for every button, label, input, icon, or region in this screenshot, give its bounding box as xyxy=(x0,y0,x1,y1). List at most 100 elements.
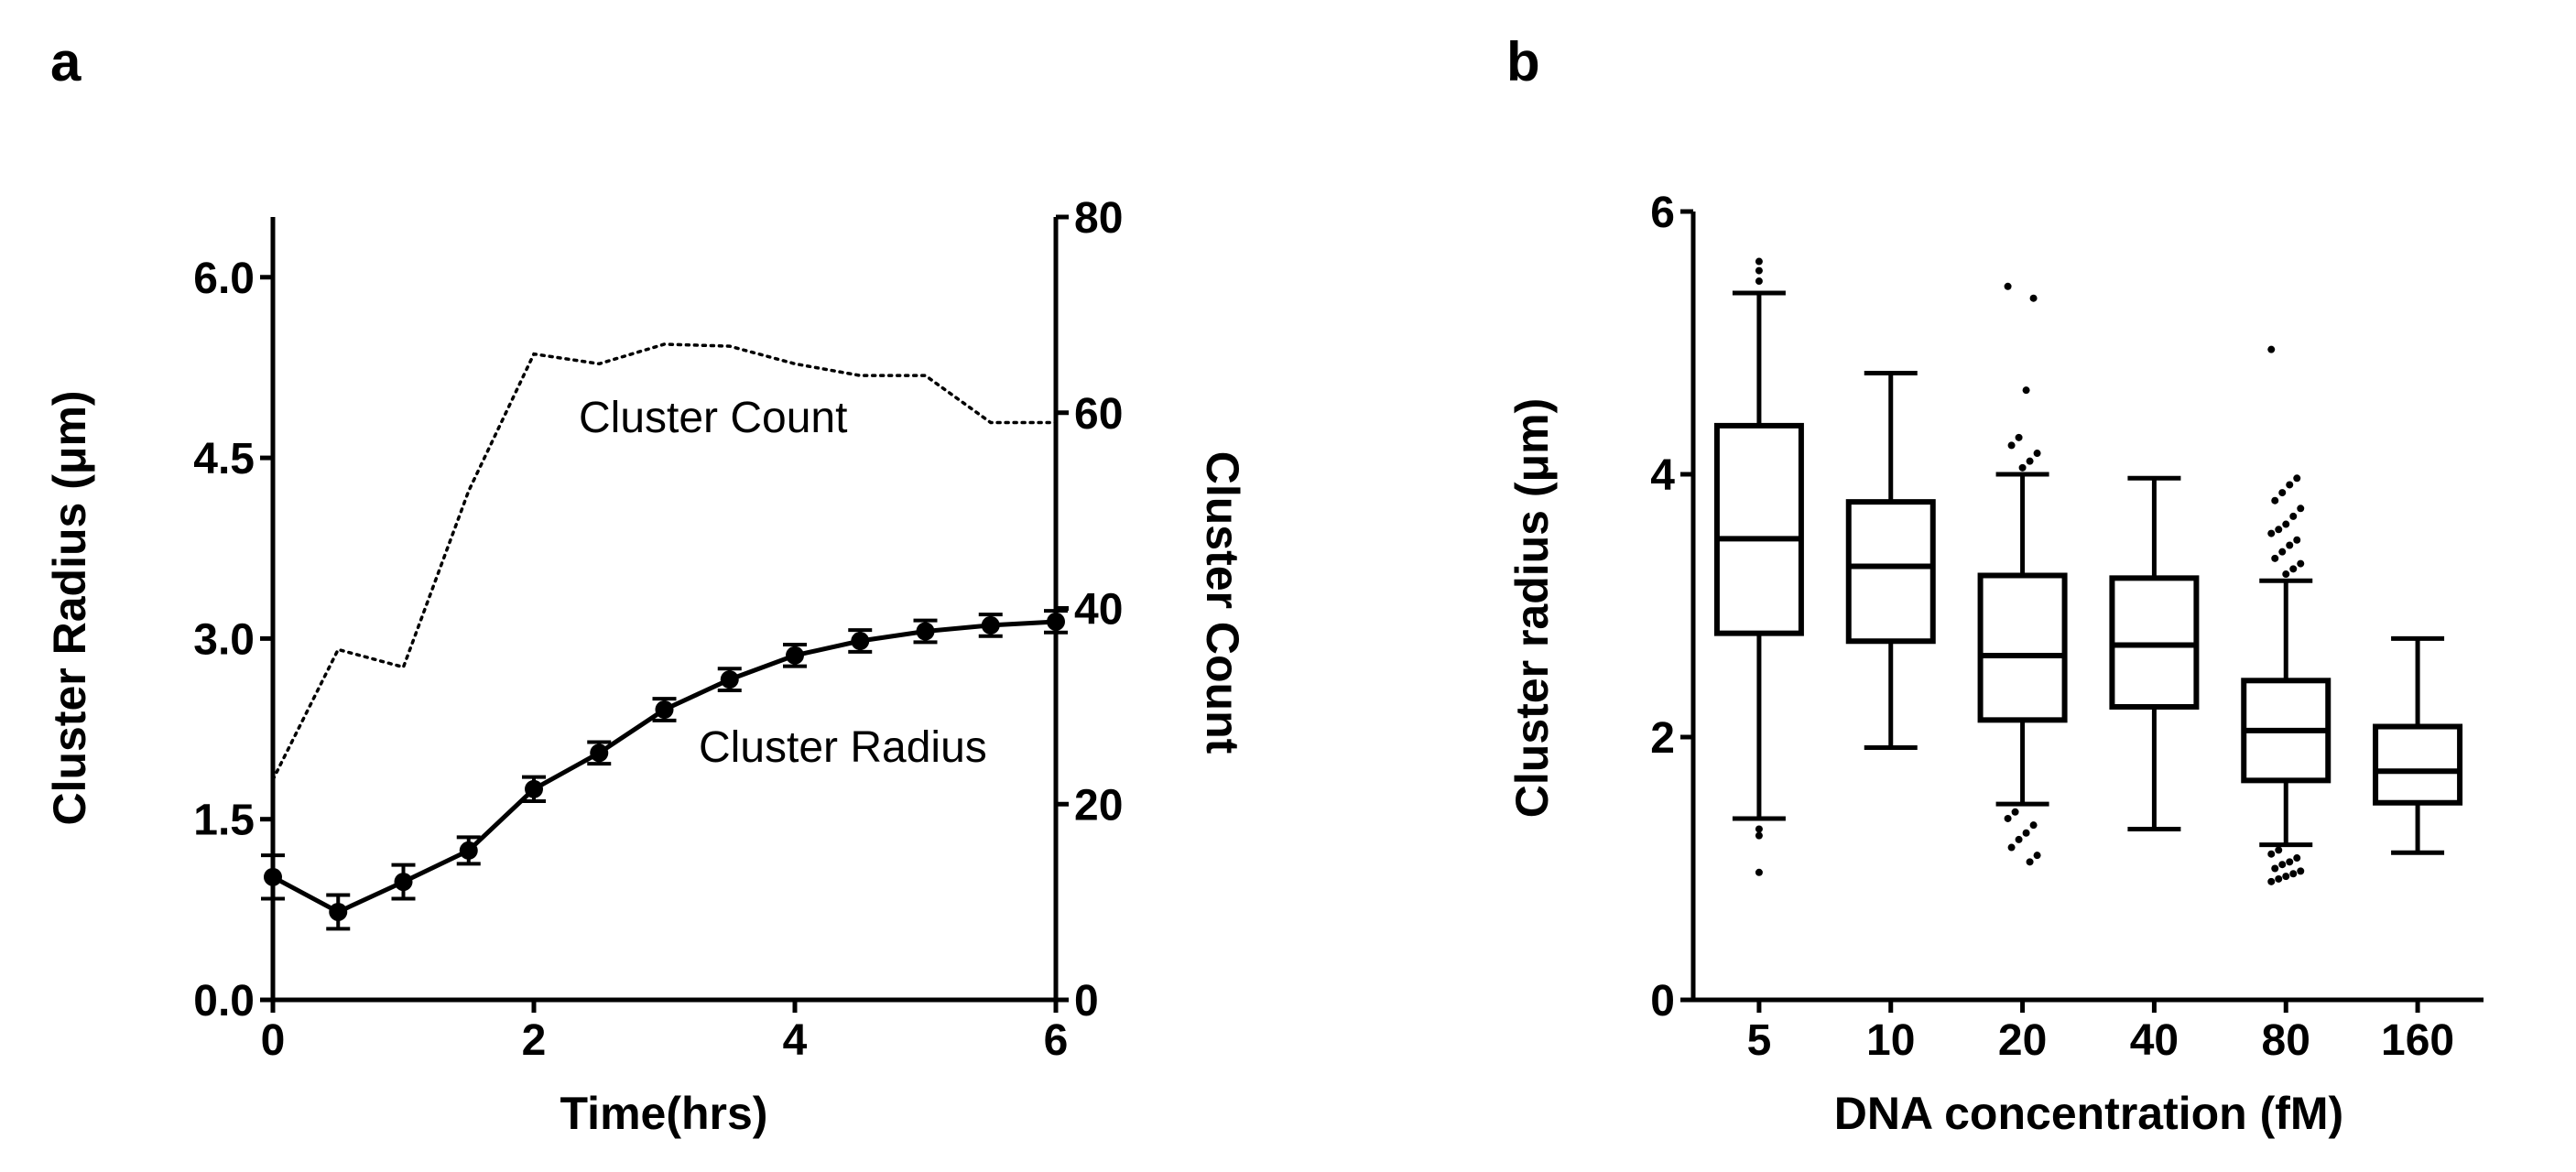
y-tick-label: 2 xyxy=(1650,714,1675,763)
y2-tick-label: 80 xyxy=(1074,194,1123,243)
outlier-point xyxy=(2004,814,2012,822)
outlier-point xyxy=(2271,554,2279,562)
outlier-point xyxy=(2286,541,2294,549)
cluster-radius-annotation: Cluster Radius xyxy=(699,723,987,772)
outlier-point xyxy=(2029,821,2038,830)
outlier-point xyxy=(2271,864,2279,873)
panel-a-line-chart: a 0.0 1.5 3.0 4.5 6.0 0 20 40 60 80 0 2 4 6 Time(hrs) C… xyxy=(44,31,1248,1139)
outlier-point xyxy=(2007,843,2016,852)
outlier-point xyxy=(2278,548,2287,556)
y-tick-label: 0.0 xyxy=(193,977,255,1026)
outlier-point xyxy=(2026,457,2034,465)
y2-tick-label: 0 xyxy=(1074,977,1099,1026)
outlier-point xyxy=(2293,536,2301,544)
y-tick-label: 6.0 xyxy=(193,255,255,303)
box-iqr xyxy=(1713,422,1804,636)
outlier-point xyxy=(2018,463,2027,472)
x-tick-label: 160 xyxy=(2381,1016,2454,1065)
outlier-point xyxy=(1755,277,1763,286)
outlier-point xyxy=(2267,345,2276,353)
panel-b-boxes xyxy=(1713,257,2463,885)
outlier-point xyxy=(2022,829,2030,837)
outlier-point xyxy=(2004,282,2012,290)
x-tick-label: 40 xyxy=(2130,1016,2179,1065)
outlier-point xyxy=(2297,505,2305,513)
y2-axis-title: Cluster Count xyxy=(1197,451,1248,754)
panel-b-letter: b xyxy=(1506,31,1540,92)
outlier-point xyxy=(2026,858,2034,866)
y-tick-label: 6 xyxy=(1650,189,1675,237)
box-iqr xyxy=(1845,499,1936,645)
outlier-point xyxy=(2289,565,2298,573)
outlier-point xyxy=(2278,489,2287,497)
radius-point xyxy=(264,867,282,886)
y-tick-label: 3.0 xyxy=(193,615,255,664)
y-tick-label: 4 xyxy=(1650,451,1675,500)
outlier-point xyxy=(2297,867,2305,875)
panel-a-letter: a xyxy=(50,31,82,92)
x-tick-label: 20 xyxy=(1998,1016,2047,1065)
x-axis-title: DNA concentration (fM) xyxy=(1834,1088,2343,1139)
outlier-point xyxy=(2022,386,2030,395)
outlier-point xyxy=(2275,846,2283,854)
y-axis-title: Cluster radius (μm) xyxy=(1506,398,1558,818)
x-tick-label: 5 xyxy=(1747,1016,1772,1065)
y-tick-label: 4.5 xyxy=(193,435,255,483)
outlier-point xyxy=(2282,520,2290,528)
outlier-point xyxy=(2289,870,2298,878)
outlier-point xyxy=(1755,868,1763,876)
outlier-point xyxy=(2275,874,2283,883)
outlier-point xyxy=(1755,831,1763,840)
y2-tick-label: 20 xyxy=(1074,781,1123,830)
radius-point xyxy=(916,622,935,641)
box-iqr xyxy=(2373,723,2463,806)
outlier-point xyxy=(2033,450,2041,458)
x-tick-label: 2 xyxy=(522,1016,547,1065)
x-tick-label: 0 xyxy=(261,1016,286,1065)
y-tick-label: 1.5 xyxy=(193,797,255,845)
outlier-point xyxy=(2029,294,2038,302)
outlier-point xyxy=(2286,481,2294,489)
radius-point xyxy=(525,779,543,798)
y2-tick-label: 40 xyxy=(1074,586,1123,635)
radius-point xyxy=(329,902,348,921)
radius-point xyxy=(786,646,804,665)
radius-point xyxy=(590,743,609,763)
outlier-point xyxy=(2267,877,2276,885)
outlier-point xyxy=(2282,570,2290,579)
panel-a-series xyxy=(261,342,1068,931)
radius-point xyxy=(981,615,1000,635)
x-tick-label: 80 xyxy=(2262,1016,2310,1065)
outlier-point xyxy=(2033,852,2041,860)
outlier-point xyxy=(2278,861,2287,869)
outlier-point xyxy=(2271,496,2279,505)
outlier-point xyxy=(2297,559,2305,568)
outlier-point xyxy=(2275,526,2283,534)
outlier-point xyxy=(2015,835,2023,843)
outlier-point xyxy=(2293,474,2301,483)
outlier-point xyxy=(2293,854,2301,863)
outlier-point xyxy=(2286,858,2294,866)
panel-b-box-plot: b 0 2 4 6 5 10 20 40 80 160 DNA concentration (fM)… xyxy=(1506,31,2484,1139)
y-axis-title: Cluster Radius (μm) xyxy=(44,390,95,825)
x-tick-label: 4 xyxy=(783,1016,808,1065)
outlier-point xyxy=(2282,873,2290,881)
outlier-point xyxy=(2015,433,2023,441)
outlier-point xyxy=(2289,512,2298,520)
x-tick-label: 10 xyxy=(1866,1016,1915,1065)
cluster-count-line xyxy=(271,342,1058,782)
y2-tick-label: 60 xyxy=(1074,390,1123,439)
radius-point xyxy=(851,632,870,651)
y-tick-label: 0 xyxy=(1650,977,1675,1026)
radius-point xyxy=(720,670,739,689)
outlier-point xyxy=(1755,257,1763,266)
radius-point xyxy=(655,700,674,719)
panel-a-axes: 0.0 1.5 3.0 4.5 6.0 0 20 40 60 80 0 2 4 6 Time(hrs) Clu… xyxy=(44,194,1248,1139)
panel-b-axes: 0 2 4 6 5 10 20 40 80 160 DNA concentration (fM) Cl… xyxy=(1506,189,2484,1139)
outlier-point xyxy=(2267,529,2276,537)
outlier-point xyxy=(2267,850,2276,858)
radius-point xyxy=(1047,612,1065,631)
radius-point xyxy=(394,873,413,892)
outlier-point xyxy=(1755,825,1763,833)
